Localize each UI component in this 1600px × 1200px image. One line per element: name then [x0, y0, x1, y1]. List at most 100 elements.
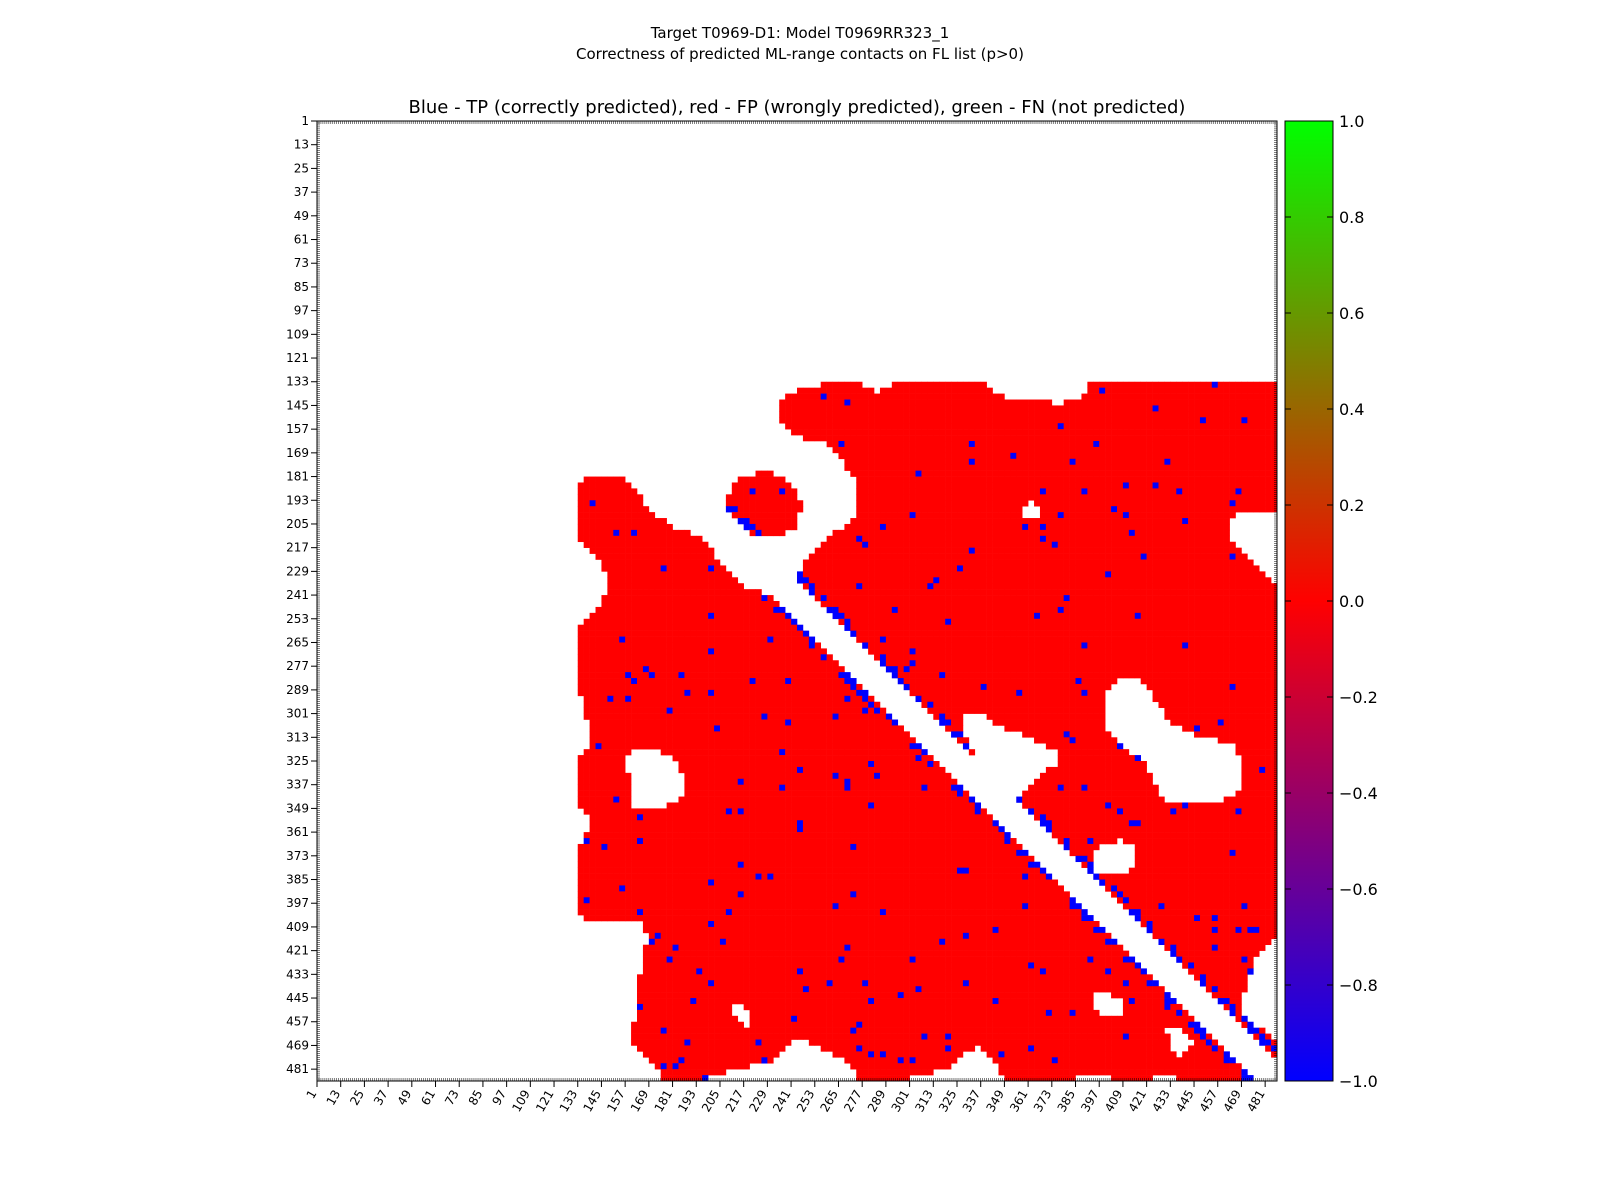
fp-contact-cell: [802, 660, 810, 667]
fp-contact-cell: [1152, 618, 1159, 626]
fp-contact-cell: [1063, 476, 1070, 483]
fp-contact-cell: [601, 683, 608, 691]
fp-contact-cell: [1247, 618, 1254, 626]
fp-contact-cell: [1158, 618, 1165, 626]
fp-contact-cell: [921, 435, 928, 442]
fp-contact-cell: [897, 660, 904, 667]
fp-contact-cell: [613, 695, 620, 703]
fp-contact-cell: [589, 529, 596, 537]
fp-contact-cell: [1016, 636, 1023, 643]
fp-contact-cell: [1211, 535, 1219, 543]
fp-contact-cell: [1081, 405, 1088, 412]
fp-contact-cell: [933, 630, 940, 637]
fp-contact-cell: [1229, 541, 1236, 548]
fp-contact-cell: [945, 672, 952, 679]
fp-contact-cell: [625, 571, 632, 578]
fp-contact-cell: [1010, 666, 1017, 673]
fp-contact-cell: [761, 660, 768, 667]
fp-contact-cell: [850, 423, 857, 430]
fp-contact-cell: [577, 654, 584, 661]
fp-contact-cell: [696, 660, 703, 667]
fp-contact-cell: [1194, 523, 1201, 531]
fp-contact-cell: [1117, 435, 1124, 442]
fp-contact-cell: [725, 689, 733, 697]
tp-contact-cell: [1122, 482, 1130, 489]
fp-contact-cell: [921, 429, 928, 436]
fp-contact-cell: [779, 683, 786, 691]
fp-contact-cell: [980, 612, 987, 620]
fp-contact-cell: [1170, 464, 1177, 471]
fp-contact-cell: [1117, 470, 1124, 477]
fp-contact-cell: [974, 595, 982, 602]
fp-contact-cell: [968, 618, 976, 626]
fp-contact-cell: [1028, 630, 1035, 637]
fp-contact-cell: [1028, 672, 1035, 679]
fp-contact-cell: [820, 660, 827, 667]
fp-contact-cell: [1117, 476, 1124, 483]
fp-contact-cell: [761, 648, 768, 655]
fp-contact-cell: [637, 571, 644, 578]
fp-contact-cell: [1045, 441, 1053, 448]
fp-contact-cell: [885, 535, 893, 543]
fp-contact-cell: [577, 672, 584, 679]
fp-contact-cell: [743, 618, 750, 626]
fp-contact-cell: [749, 654, 756, 661]
fp-contact-cell: [702, 630, 709, 637]
fp-contact-cell: [1176, 672, 1183, 679]
fp-contact-cell: [1247, 506, 1254, 513]
fp-contact-cell: [974, 452, 982, 460]
fp-contact-cell: [998, 476, 1005, 483]
fp-contact-cell: [951, 417, 958, 424]
fp-contact-cell: [1194, 417, 1201, 424]
fp-contact-cell: [601, 672, 608, 679]
fp-contact-cell: [619, 589, 626, 596]
fp-contact-cell: [1099, 518, 1106, 525]
fp-contact-cell: [1111, 512, 1118, 519]
fp-contact-cell: [714, 612, 721, 620]
fp-contact-cell: [962, 559, 970, 566]
fp-contact-cell: [909, 612, 916, 620]
fp-contact-cell: [1117, 547, 1124, 554]
fp-contact-cell: [1253, 482, 1260, 489]
fp-contact-cell: [897, 571, 904, 578]
fp-contact-cell: [791, 494, 798, 501]
fp-contact-cell: [1253, 488, 1260, 495]
fp-contact-cell: [1045, 618, 1053, 626]
fp-contact-cell: [1117, 500, 1124, 507]
fp-contact-cell: [868, 630, 875, 637]
fp-contact-cell: [986, 494, 993, 501]
fp-contact-cell: [1170, 589, 1177, 596]
fp-contact-cell: [1176, 683, 1183, 691]
fp-contact-cell: [885, 393, 893, 400]
fp-contact-cell: [1265, 500, 1272, 507]
fp-contact-cell: [874, 523, 881, 531]
fp-contact-cell: [933, 399, 940, 406]
fp-contact-cell: [957, 512, 964, 519]
fp-contact-cell: [637, 612, 644, 620]
fp-contact-cell: [945, 470, 952, 477]
fp-contact-cell: [879, 458, 887, 466]
fp-contact-cell: [992, 512, 999, 519]
fp-contact-cell: [1164, 601, 1171, 608]
fp-contact-cell: [678, 630, 685, 637]
fp-contact-cell: [980, 470, 987, 477]
fp-contact-cell: [1182, 547, 1189, 554]
fp-contact-cell: [1152, 500, 1159, 507]
fp-contact-cell: [1182, 648, 1189, 655]
fp-contact-cell: [1087, 529, 1094, 537]
fp-contact-cell: [1199, 595, 1207, 602]
fp-contact-cell: [1004, 446, 1011, 454]
tp-contact-cell: [743, 523, 750, 531]
fp-contact-cell: [939, 446, 946, 454]
fp-contact-cell: [1188, 393, 1195, 400]
tp-contact-cell: [779, 488, 786, 495]
fp-contact-cell: [1051, 672, 1059, 679]
fp-contact-cell: [1170, 583, 1177, 590]
fp-contact-cell: [957, 411, 964, 418]
fp-contact-cell: [583, 654, 590, 661]
fp-contact-cell: [933, 553, 940, 560]
fp-contact-cell: [939, 678, 946, 685]
fp-contact-cell: [1253, 470, 1260, 477]
fp-contact-cell: [820, 589, 827, 596]
fp-contact-cell: [779, 695, 786, 703]
